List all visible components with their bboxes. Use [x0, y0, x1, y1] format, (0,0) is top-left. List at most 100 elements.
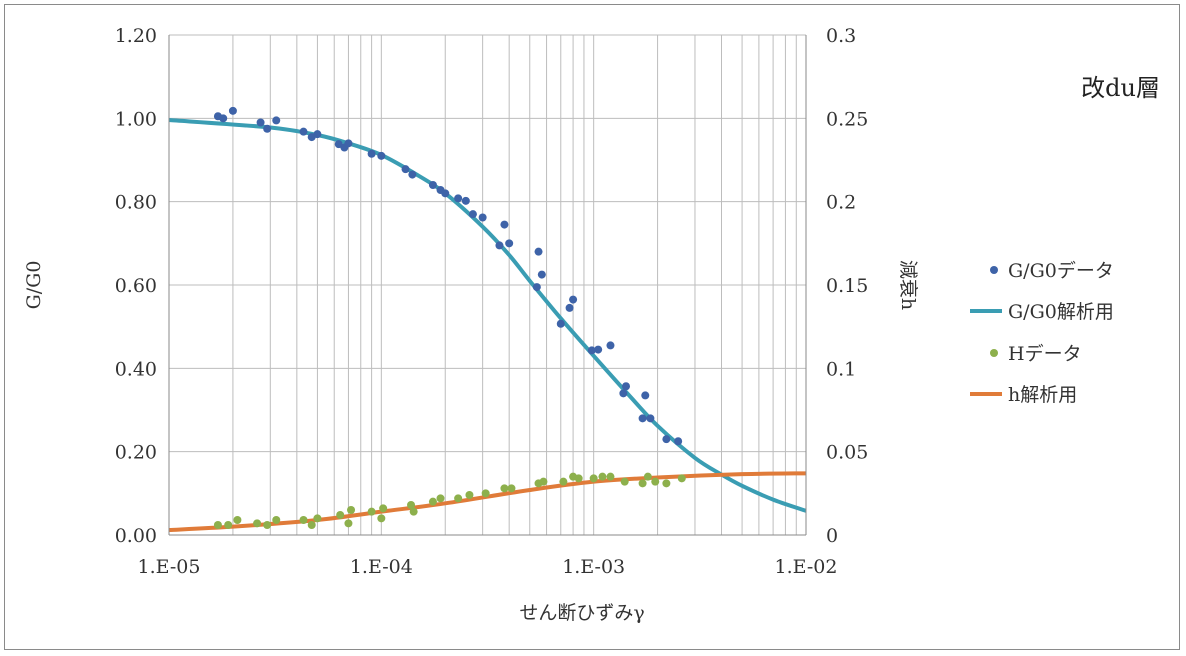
gg0-data-point: [674, 437, 683, 446]
gg0-data-point: [619, 389, 628, 398]
gg0-data-point: [468, 210, 477, 219]
h-data-point: [233, 516, 242, 524]
x-tick-label: 1.E-04: [350, 556, 413, 578]
h-data-point: [465, 491, 474, 499]
y-tick-label: 0.80: [115, 192, 157, 214]
h-data-point: [643, 472, 652, 481]
h-data-point: [638, 479, 647, 488]
legend-label-gg0-data: G/G0データ: [1008, 260, 1114, 282]
y2-tick-label: 0: [826, 525, 838, 547]
x-tick-label: 1.E-05: [138, 556, 201, 578]
h-data-point: [367, 507, 376, 516]
y2-tick-label: 0.05: [826, 442, 868, 464]
h-data-point: [407, 501, 416, 509]
h-data-point: [559, 477, 568, 486]
legend: G/G0データ G/G0解析用 Hデータ h解析用: [970, 260, 1114, 406]
h-data-point: [299, 516, 308, 524]
gg0-data-point: [587, 346, 596, 355]
axes: 0.00 0.20 0.40 0.60 0.80 1.00 1.20 0 0.05 0.1 0.15…: [115, 25, 869, 578]
y-tick-label: 0.40: [115, 358, 157, 380]
gg0-data-point: [534, 247, 543, 256]
h-data-point: [253, 519, 262, 528]
legend-marker-h-data: [990, 349, 998, 357]
legend-label-h-data: Hデータ: [1008, 343, 1082, 365]
legend-label-gg0-fit: G/G0解析用: [1008, 301, 1114, 323]
h-data-point: [379, 504, 388, 513]
gg0-data-point: [299, 127, 308, 136]
chart-area: [4, 4, 1180, 650]
h-data-point: [344, 519, 353, 528]
gg0-data-point: [638, 414, 647, 423]
y2-axis-title: 減衰h: [897, 260, 919, 310]
gg0-data-point: [662, 435, 671, 444]
h-data-point: [651, 477, 660, 486]
y2-tick-label: 0.2: [826, 192, 856, 214]
h-data-point: [224, 521, 233, 529]
h-data-point: [677, 474, 686, 483]
y-tick-label: 0.60: [115, 275, 157, 297]
h-data-point: [589, 474, 598, 483]
gg0-data-point: [606, 341, 615, 350]
h-data-point: [263, 521, 272, 529]
gg0-data-point: [313, 130, 322, 139]
h-data-point: [454, 494, 463, 503]
h-data-point: [598, 472, 607, 481]
h-data-point: [662, 479, 671, 488]
y-tick-label: 0.00: [115, 525, 157, 547]
h-data-point: [481, 489, 490, 498]
gg0-data-point: [461, 196, 470, 205]
gg0-data-point: [367, 149, 376, 158]
gg0-data-point: [565, 303, 574, 312]
gg0-data-point: [478, 213, 487, 222]
h-fit-line: [168, 471, 807, 532]
gg0-data-point: [428, 181, 437, 189]
legend-marker-gg0-data: [990, 266, 998, 274]
h-data-point: [377, 514, 386, 523]
gg0-data-point: [219, 114, 228, 123]
gg0-data-point: [495, 241, 504, 250]
plot-area: [168, 106, 807, 532]
gg0-data-point: [441, 189, 450, 198]
gg0-data-point: [505, 239, 514, 248]
y2-tick-label: 0.3: [826, 25, 856, 47]
x-tick-label: 1.E-02: [775, 556, 838, 578]
y2-tick-label: 0.1: [826, 358, 856, 380]
h-data-point: [507, 484, 516, 493]
gg0-data-point: [646, 414, 655, 423]
gg0-data-point: [569, 295, 578, 304]
gg0-data-point: [344, 139, 353, 148]
gg0-data-point: [228, 106, 237, 115]
h-data-point: [620, 477, 629, 486]
gg0-data-point: [454, 194, 463, 203]
h-data-point: [428, 497, 437, 506]
h-data-point: [574, 474, 583, 483]
gg0-data-point: [594, 345, 603, 354]
gg0-data-point: [532, 283, 541, 292]
h-data-point: [336, 511, 345, 519]
h-data-point: [313, 514, 322, 523]
gg0-data-point: [263, 124, 272, 133]
y-tick-label: 0.20: [115, 442, 157, 464]
x-tick-label: 1.E-03: [562, 556, 625, 578]
y2-tick-label: 0.15: [826, 275, 868, 297]
h-data-point: [606, 472, 615, 481]
h-data-point: [272, 516, 281, 524]
h-data-point: [500, 484, 509, 493]
gg0-fit-line: [168, 118, 807, 513]
h-data-point: [347, 506, 356, 514]
chart-title: 改du層: [1081, 74, 1160, 102]
x-axis-title: せん断ひずみγ: [519, 602, 644, 624]
gg0-data-point: [622, 382, 631, 391]
h-data-point: [213, 521, 222, 529]
h-data-point: [409, 507, 418, 516]
y2-tick-label: 0.25: [826, 108, 868, 130]
gg0-data-point: [641, 391, 650, 400]
gg0-data-point: [256, 118, 265, 127]
gg0-data-point: [377, 151, 386, 160]
gg0-data-point: [537, 270, 546, 279]
grid: [168, 34, 807, 536]
gg0-data-point: [401, 165, 410, 174]
legend-label-h-fit: h解析用: [1008, 384, 1077, 406]
h-data-point: [539, 477, 548, 486]
